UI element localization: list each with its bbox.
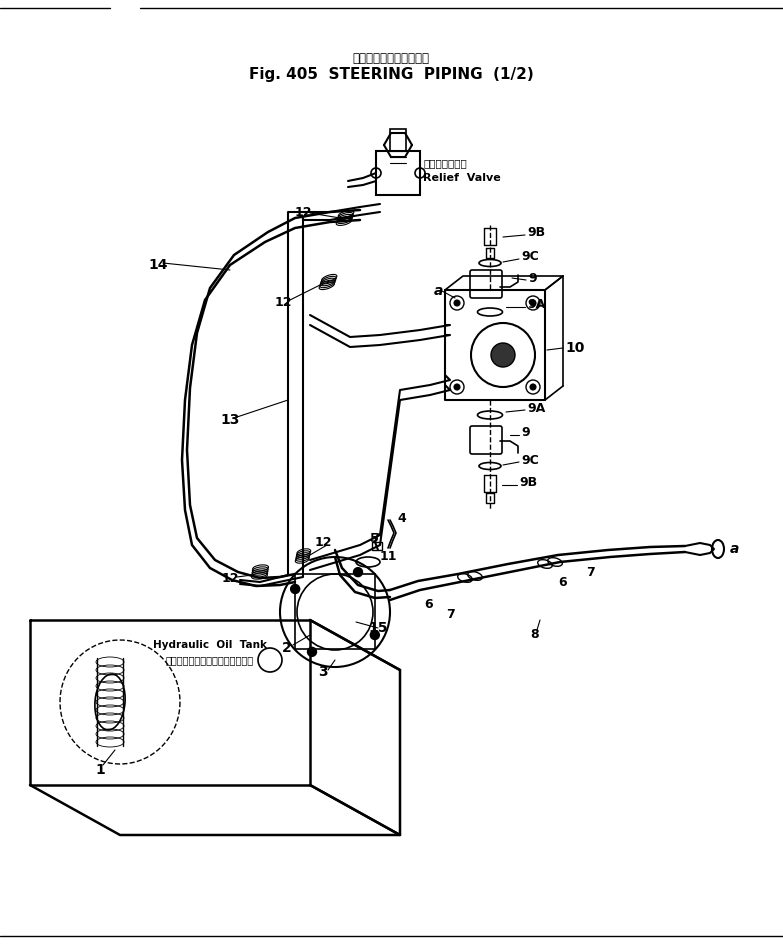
Circle shape	[308, 648, 316, 656]
Text: 9C: 9C	[521, 453, 539, 466]
Text: 9C: 9C	[521, 250, 539, 263]
Text: 12: 12	[222, 572, 240, 585]
Text: 7: 7	[446, 609, 455, 621]
Text: 6: 6	[558, 576, 567, 588]
Text: 3: 3	[318, 665, 327, 679]
Circle shape	[530, 300, 536, 306]
Text: 5: 5	[370, 532, 379, 546]
Text: a: a	[434, 284, 443, 298]
Text: 1: 1	[95, 763, 105, 777]
Text: 7: 7	[586, 566, 595, 580]
Circle shape	[530, 384, 536, 390]
Text: 9: 9	[521, 427, 529, 440]
Text: Relief  Valve: Relief Valve	[423, 173, 501, 183]
Bar	[295, 574, 375, 649]
Text: 9: 9	[528, 272, 536, 284]
Circle shape	[290, 584, 300, 594]
Text: 13: 13	[220, 413, 240, 427]
Text: 11: 11	[380, 549, 398, 563]
Text: 12: 12	[315, 535, 333, 548]
Bar	[390, 129, 406, 151]
Circle shape	[491, 343, 515, 367]
Text: 9A: 9A	[527, 298, 545, 312]
Text: リリーフバルブ: リリーフバルブ	[423, 158, 467, 168]
Circle shape	[454, 300, 460, 306]
Text: 9B: 9B	[519, 477, 537, 490]
Text: 6: 6	[424, 598, 433, 612]
Text: 4: 4	[397, 512, 406, 525]
Text: 10: 10	[565, 341, 584, 355]
Bar	[372, 542, 382, 550]
Text: ハイドロリック　オイル　タンク: ハイドロリック オイル タンク	[166, 655, 254, 665]
Text: 12: 12	[275, 295, 293, 309]
Circle shape	[353, 567, 363, 577]
Circle shape	[454, 384, 460, 390]
Text: 15: 15	[368, 621, 388, 635]
Text: 8: 8	[530, 628, 539, 640]
Text: 14: 14	[148, 258, 168, 272]
Text: 9B: 9B	[527, 227, 545, 240]
Text: a: a	[730, 542, 739, 556]
Text: 2: 2	[282, 641, 292, 655]
Circle shape	[370, 631, 379, 639]
Text: ステアリングパイピング: ステアリングパイピング	[352, 52, 430, 64]
Text: Fig. 405  STEERING  PIPING  (1/2): Fig. 405 STEERING PIPING (1/2)	[249, 66, 533, 81]
Text: 9A: 9A	[527, 401, 545, 414]
Text: Hydraulic  Oil  Tank: Hydraulic Oil Tank	[153, 640, 267, 650]
Bar	[376, 151, 420, 195]
Text: 12: 12	[295, 207, 312, 220]
